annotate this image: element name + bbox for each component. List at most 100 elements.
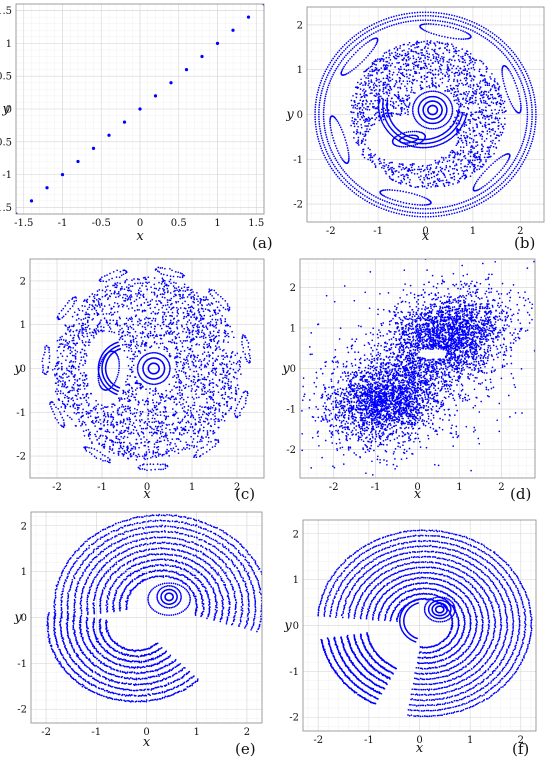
plot-frame — [306, 6, 545, 223]
y-tick-label: 2 — [290, 283, 296, 294]
x-tick-label: 2 — [244, 727, 250, 738]
x-tick-label: -1 — [371, 482, 381, 493]
x-tick-label: -1 — [58, 218, 68, 229]
data-point — [29, 199, 34, 203]
y-tick-label: 0 — [297, 110, 303, 121]
panel-a: -1.5 -1 -0.5 0 0.5 1 1.5 -1.5 -1 -0.5 0 0.5 1 1.5 x y (a… — [0, 3, 273, 252]
y-axis-label: y — [13, 611, 22, 626]
data-point — [169, 81, 173, 85]
gridlines — [303, 520, 536, 731]
y-tick-label: 1 — [21, 567, 27, 578]
x-tick-label: -1 — [364, 735, 374, 746]
y-tick-label: 0 — [6, 105, 12, 116]
x-axis-label: x — [143, 487, 151, 502]
y-tick-label: 1 — [297, 65, 303, 76]
gridlines — [29, 259, 265, 478]
panel-label: (e) — [235, 740, 256, 758]
y-tick-label: 2 — [297, 20, 303, 31]
y-tick-label: -1 — [17, 659, 27, 670]
x-axis-label: x — [414, 487, 422, 502]
y-tick-label: 2 — [21, 521, 27, 532]
scatter-points — [301, 259, 535, 476]
panel-label: (d) — [510, 485, 531, 503]
point-cloud — [41, 266, 252, 472]
x-tick-label: 2 — [234, 482, 240, 493]
scatter-points — [41, 266, 252, 472]
point-cloud — [46, 513, 262, 703]
x-tick-label: 2 — [518, 735, 524, 746]
y-axis-label: y — [1, 102, 10, 117]
plot-frame — [15, 3, 265, 215]
data-point — [122, 120, 127, 124]
y-tick-label: -1 — [286, 405, 296, 416]
x-tick-label: 1 — [194, 727, 200, 738]
y-axis-label: y — [285, 108, 294, 123]
y-tick-label: 0.5 — [0, 72, 12, 83]
panel-e: -2 -1 0 1 2 -2 -1 0 1 2 x y (e) — [13, 511, 263, 758]
x-tick-label: 2 — [517, 226, 523, 237]
y-tick-label: 1.5 — [0, 6, 12, 17]
y-tick-label: -2 — [293, 200, 303, 211]
panel-c: -2 -1 0 1 2 -2 -1 0 1 2 x y (c) — [13, 258, 265, 503]
x-tick-label: -2 — [52, 482, 62, 493]
x-tick-label: 1 — [467, 735, 473, 746]
y-tick-label: 0 — [293, 621, 299, 632]
plot-frame — [29, 258, 265, 479]
y-tick-label: 2 — [293, 529, 299, 540]
x-tick-label: 1 — [470, 226, 476, 237]
data-point — [215, 41, 220, 45]
point-cloud — [314, 11, 537, 218]
y-axis-label: y — [281, 362, 290, 377]
point-cloud — [301, 259, 535, 476]
point-cloud — [317, 529, 533, 718]
y-tick-label: -0.5 — [0, 137, 12, 148]
x-tick-label: -1.5 — [14, 218, 33, 229]
y-tick-label: 1 — [20, 320, 26, 331]
panel-b: -2 -1 0 1 2 -2 -1 0 1 2 x y (b) — [285, 6, 545, 252]
panel-f: -2 -1 0 1 2 -2 -1 0 1 2 x y (f) — [283, 519, 537, 758]
y-tick-label: -1 — [16, 408, 26, 419]
x-axis-label: x — [422, 229, 430, 244]
x-axis-label: x — [416, 741, 424, 756]
y-tick-label: 1 — [6, 39, 12, 50]
panel-label: (a) — [252, 234, 273, 252]
data-point — [184, 68, 189, 72]
y-tick-label: 1 — [290, 323, 296, 334]
x-tick-label: -2 — [326, 226, 336, 237]
y-tick-label: -2 — [286, 445, 296, 456]
data-point — [153, 94, 158, 98]
data-point — [91, 146, 96, 150]
data-point — [76, 159, 80, 164]
x-tick-label: 0 — [416, 735, 422, 746]
y-tick-label: -2 — [16, 452, 26, 463]
x-tick-label: 0 — [143, 727, 149, 738]
scatter-points — [314, 11, 537, 218]
x-tick-label: -1 — [373, 226, 383, 237]
panel-d: -2 -1 0 1 2 -2 -1 0 1 2 x y (d) — [281, 258, 536, 503]
x-tick-label: 0 — [144, 482, 150, 493]
x-tick-label: -2 — [329, 482, 339, 493]
y-tick-label: -2 — [17, 705, 27, 716]
x-tick-label: -1 — [91, 727, 101, 738]
y-tick-label: 0 — [290, 364, 296, 375]
y-axis-label: y — [283, 619, 292, 634]
plot-frame — [299, 258, 536, 479]
gridlines — [300, 259, 536, 478]
x-tick-label: 1 — [189, 482, 195, 493]
x-tick-label: 0 — [422, 226, 428, 237]
y-tick-label: 0 — [21, 613, 27, 624]
x-axis-label: x — [143, 735, 151, 750]
x-tick-label: 2 — [498, 482, 504, 493]
plot-frame — [302, 519, 537, 732]
data-point — [45, 186, 49, 190]
panel-label: (f) — [512, 740, 529, 758]
data-point — [246, 15, 251, 19]
y-tick-label: -1.5 — [0, 203, 12, 214]
x-tick-label: 0.5 — [171, 218, 187, 229]
scatter-points — [317, 529, 533, 718]
x-tick-label: -2 — [41, 727, 51, 738]
data-point — [107, 133, 111, 137]
x-tick-label: 1 — [456, 482, 462, 493]
data-point — [60, 173, 65, 177]
